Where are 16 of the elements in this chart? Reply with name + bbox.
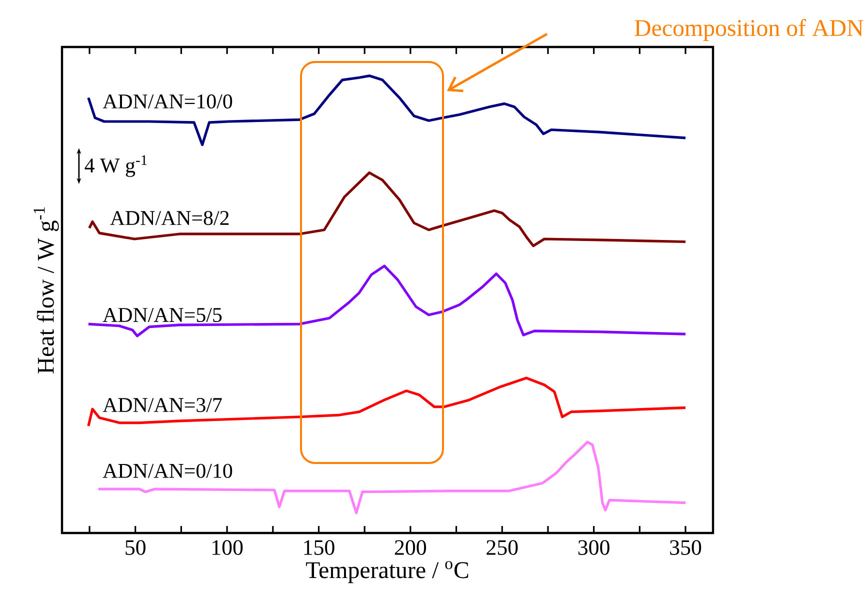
series-label: ADN/AN=10/0 bbox=[102, 94, 232, 109]
x-tick-label: 250 bbox=[486, 540, 518, 555]
text: Decomposition of ADN bbox=[634, 19, 864, 41]
series-label: ADN/AN=0/10 bbox=[102, 464, 232, 478]
y-axis-title: Heat flow / W g$^{-1}$ bbox=[34, 207, 59, 374]
series-label: ADN/AN=5/5 bbox=[102, 308, 222, 322]
annotation: 4 W g$^{-1}$ bbox=[84, 155, 147, 177]
x-tick-label: 100 bbox=[212, 540, 243, 555]
x-tick-label: 150 bbox=[304, 540, 334, 555]
x-tick-label: 300 bbox=[578, 540, 610, 555]
series-label: ADN/AN=3/7 bbox=[102, 398, 222, 412]
series-label: ADN/AN=8/2 bbox=[110, 210, 229, 226]
x-tick-label: 200 bbox=[394, 540, 426, 555]
x-tick-label: 50 bbox=[126, 540, 146, 555]
x-axis-title: Temperature / $^{o}$C bbox=[306, 561, 468, 584]
x-tick-label: 350 bbox=[670, 540, 702, 555]
